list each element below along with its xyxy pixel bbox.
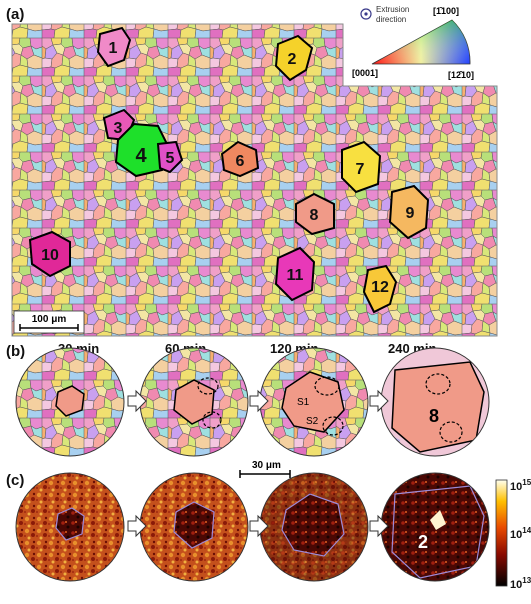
arrows-c xyxy=(127,514,389,538)
panel-a-label: (a) xyxy=(6,6,25,23)
grain-5 xyxy=(156,140,184,174)
grain-label-1: 1 xyxy=(109,40,118,57)
arrow-b-2 xyxy=(249,389,269,413)
arrow-b-1 xyxy=(127,389,147,413)
svg-text:1013: 1013 xyxy=(510,576,531,591)
svg-text:1015: 1015 xyxy=(510,478,531,493)
grain-label-8: 8 xyxy=(310,207,319,224)
legend-extrusion-2: direction xyxy=(376,15,406,24)
grain-label-7: 7 xyxy=(356,161,365,178)
grain-10 xyxy=(28,230,71,278)
legend-corner-left: [0001] xyxy=(352,68,378,78)
svg-text:1014: 1014 xyxy=(510,526,531,541)
scale-bar-text-a: 100 μm xyxy=(32,314,67,325)
circle-c-30min xyxy=(15,472,125,582)
grain-9 xyxy=(388,184,430,240)
highlighted-grains xyxy=(28,26,430,314)
circle-b-120min: S1 S2 xyxy=(259,347,369,457)
legend-corner-top: [1̄100] xyxy=(433,6,459,16)
label-s2: S2 xyxy=(306,416,319,427)
circle-c-240min: 2 xyxy=(380,472,490,582)
grain-label-9: 9 xyxy=(406,205,415,222)
grain-label-2: 2 xyxy=(288,51,297,68)
arrows-b xyxy=(127,389,389,413)
circle-c-120min xyxy=(259,472,369,582)
grain-2 xyxy=(274,34,314,82)
grain-1 xyxy=(96,26,132,68)
label-grain8-240: 8 xyxy=(429,406,439,426)
circle-b-30min xyxy=(15,347,125,457)
grain-6 xyxy=(220,140,260,178)
scale-bar-text-bc: 30 μm xyxy=(252,460,281,471)
arrow-b-3 xyxy=(369,389,389,413)
legend-extrusion-1: Extrusion xyxy=(376,5,409,14)
label-grain2-240: 2 xyxy=(418,532,428,552)
colorbar xyxy=(495,479,508,587)
circle-b-60min xyxy=(139,347,249,457)
panel-c-label: (c) xyxy=(6,472,25,489)
label-s1: S1 xyxy=(297,397,310,408)
grain-11 xyxy=(274,246,316,302)
grain-label-12: 12 xyxy=(371,279,389,296)
grain-label-5: 5 xyxy=(166,150,175,167)
grain-label-4: 4 xyxy=(135,145,147,167)
arrow-c-3 xyxy=(369,514,389,538)
grain-8 xyxy=(295,192,335,236)
arrow-c-1 xyxy=(127,514,147,538)
grain-label-10: 10 xyxy=(41,247,59,264)
arrow-c-2 xyxy=(249,514,269,538)
grain-7 xyxy=(341,140,382,194)
grain-label-6: 6 xyxy=(236,153,245,170)
ebsd-map xyxy=(11,23,498,337)
grain-label-3: 3 xyxy=(114,120,123,137)
grain-label-11: 11 xyxy=(287,267,304,284)
circle-c-60min xyxy=(139,472,249,582)
extrusion-direction-icon xyxy=(360,8,372,20)
panel-b-label: (b) xyxy=(6,343,26,360)
grain-number-labels: 1 2 3 4 5 6 7 8 9 10 11 12 xyxy=(41,40,414,296)
grain-12 xyxy=(362,264,398,314)
circle-b-240min: 8 xyxy=(380,347,490,457)
colorbar-labels: 1015 1014 1013 xyxy=(510,478,531,591)
legend-corner-right: [12̄10] xyxy=(448,70,474,80)
